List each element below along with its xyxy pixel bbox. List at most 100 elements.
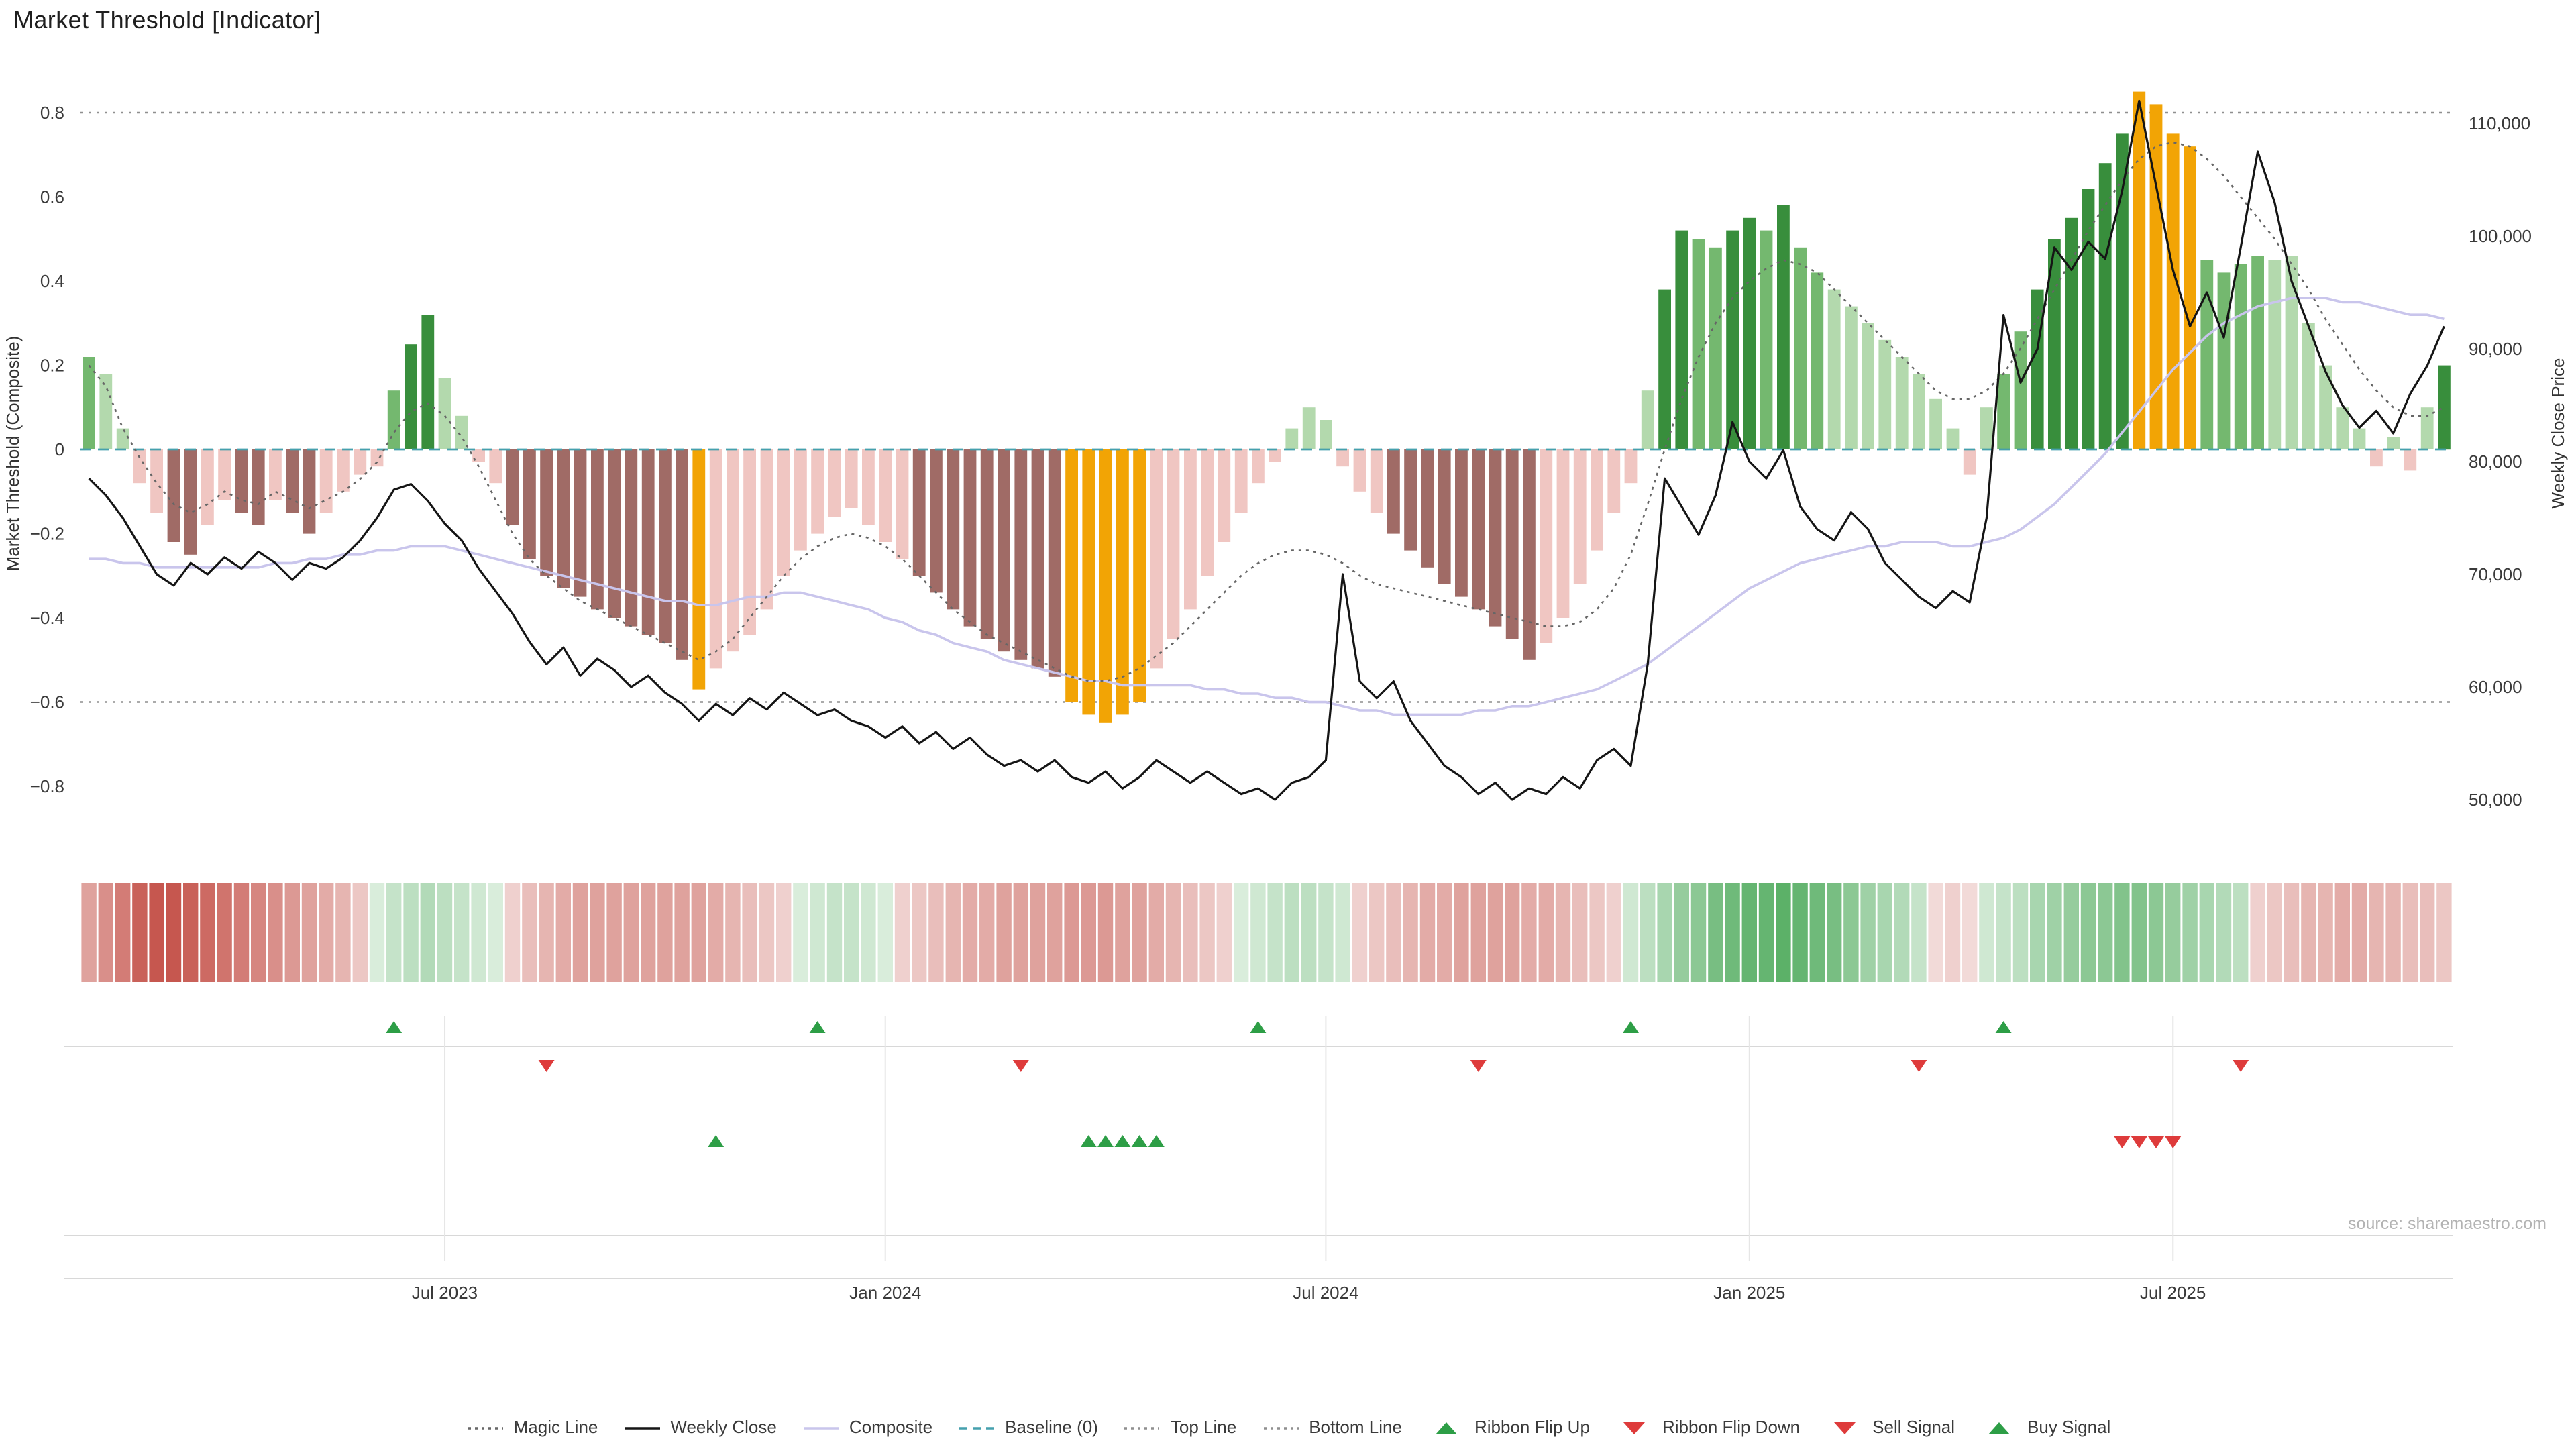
- ribbon-cell: [386, 883, 402, 982]
- threshold-bar: [1184, 449, 1197, 610]
- ribbon-cell: [301, 883, 317, 982]
- ribbon-cell: [1284, 883, 1299, 982]
- threshold-bar: [1658, 289, 1671, 449]
- threshold-bar: [1455, 449, 1468, 597]
- threshold-bar: [286, 449, 299, 513]
- x-axis-tick-label: Jul 2025: [2140, 1283, 2206, 1303]
- ribbon-cell: [776, 883, 792, 982]
- threshold-bar: [506, 449, 519, 525]
- threshold-bar: [608, 449, 621, 618]
- threshold-bar: [2184, 146, 2196, 449]
- ribbon-cell: [1928, 883, 1943, 982]
- ribbon-cell: [149, 883, 164, 982]
- threshold-bar: [2014, 331, 2027, 449]
- threshold-bar: [269, 449, 282, 500]
- threshold-bar: [828, 449, 841, 517]
- ribbon-cell: [1758, 883, 1774, 982]
- threshold-bar: [1167, 449, 1180, 639]
- threshold-bar: [879, 449, 892, 542]
- ribbon-cell: [1657, 883, 1672, 982]
- left-axis-tick-label: −0.6: [30, 692, 64, 712]
- ribbon-cell: [912, 883, 927, 982]
- legend-label: Top Line: [1170, 1417, 1237, 1437]
- ribbon-cell: [1606, 883, 1621, 982]
- ribbon-cell: [2063, 883, 2079, 982]
- threshold-bar: [150, 449, 163, 513]
- ribbon-cell: [1505, 883, 1520, 982]
- ribbon-cell: [1589, 883, 1605, 982]
- ribbon-cell: [1911, 883, 1927, 982]
- ribbon-cell: [2369, 883, 2384, 982]
- threshold-bar: [1607, 449, 1621, 513]
- ribbon-cell: [1318, 883, 1334, 982]
- threshold-bar: [2082, 189, 2095, 449]
- ribbon-cell: [2436, 883, 2452, 982]
- triangle-down-icon: [1833, 1421, 1856, 1434]
- threshold-bar: [1980, 407, 1993, 449]
- ribbon-cell: [420, 883, 435, 982]
- line-sample-icon: [1263, 1426, 1299, 1429]
- threshold-bar: [912, 449, 926, 576]
- legend-item: Top Line: [1122, 1417, 1236, 1437]
- ribbon-cell: [674, 883, 690, 982]
- ribbon-cell: [590, 883, 605, 982]
- ribbon-cell: [1097, 883, 1114, 982]
- ribbon-cell: [2080, 883, 2096, 982]
- ribbon-cell: [251, 883, 266, 982]
- legend-item: Bottom Line: [1260, 1417, 1402, 1437]
- legend-label: Sell Signal: [1872, 1417, 1955, 1437]
- threshold-bar: [641, 449, 655, 635]
- sell-signal-marker: [2148, 1136, 2164, 1148]
- triangle-down-icon: [1623, 1421, 1645, 1434]
- line-sample-icon: [803, 1426, 839, 1429]
- ribbon-cell: [454, 883, 470, 982]
- ribbon-flip-down-marker: [1012, 1060, 1029, 1072]
- threshold-bar: [2268, 260, 2282, 449]
- threshold-bar: [2234, 264, 2247, 449]
- ribbon-cell: [2030, 883, 2045, 982]
- ribbon-cell: [2216, 883, 2232, 982]
- threshold-bar: [1862, 323, 1874, 449]
- ribbon-cell: [183, 883, 199, 982]
- threshold-bar: [1692, 239, 1705, 449]
- buy-signal-marker: [1131, 1135, 1148, 1147]
- line-sample-icon: [625, 1426, 660, 1429]
- threshold-bar: [218, 449, 231, 500]
- threshold-bar: [319, 449, 333, 513]
- threshold-bar: [1845, 306, 1858, 449]
- legend-item: Ribbon Flip Down: [1614, 1417, 1800, 1437]
- threshold-bar: [1201, 449, 1214, 576]
- ribbon-cell: [2351, 883, 2367, 982]
- ribbon-cell: [1369, 883, 1385, 982]
- threshold-bar: [421, 315, 435, 449]
- threshold-bar: [1234, 449, 1248, 513]
- threshold-bar: [1031, 449, 1044, 669]
- ribbon-cell: [471, 883, 486, 982]
- right-axis-tick-label: 80,000: [2469, 451, 2522, 472]
- threshold-bar: [83, 357, 95, 449]
- threshold-bar: [1895, 357, 1909, 449]
- ribbon-cell: [759, 883, 775, 982]
- threshold-bar: [794, 449, 807, 551]
- threshold-bar: [2065, 217, 2078, 449]
- threshold-bars: [83, 91, 2451, 723]
- threshold-bar: [743, 449, 756, 635]
- threshold-bar: [2251, 256, 2264, 449]
- ribbon-cell: [1979, 883, 1994, 982]
- source-credit: source: sharemaestro.com: [2348, 1214, 2546, 1233]
- ribbon-cell: [844, 883, 859, 982]
- ribbon-cell: [2182, 883, 2198, 982]
- ribbon-cell: [98, 883, 113, 982]
- threshold-bar: [540, 449, 553, 576]
- left-axis-tick-label: 0.2: [40, 356, 64, 376]
- threshold-bar: [1353, 449, 1366, 492]
- threshold-bar: [2149, 104, 2163, 449]
- threshold-bar: [557, 449, 570, 588]
- ribbon-cell: [352, 883, 368, 982]
- ribbon-cell: [1538, 883, 1554, 982]
- ribbon-cell: [1437, 883, 1452, 982]
- threshold-bar: [2166, 133, 2180, 449]
- legend-label: Magic Line: [513, 1417, 598, 1437]
- ribbon-cell: [1301, 883, 1317, 982]
- ribbon-cell: [1708, 883, 1723, 982]
